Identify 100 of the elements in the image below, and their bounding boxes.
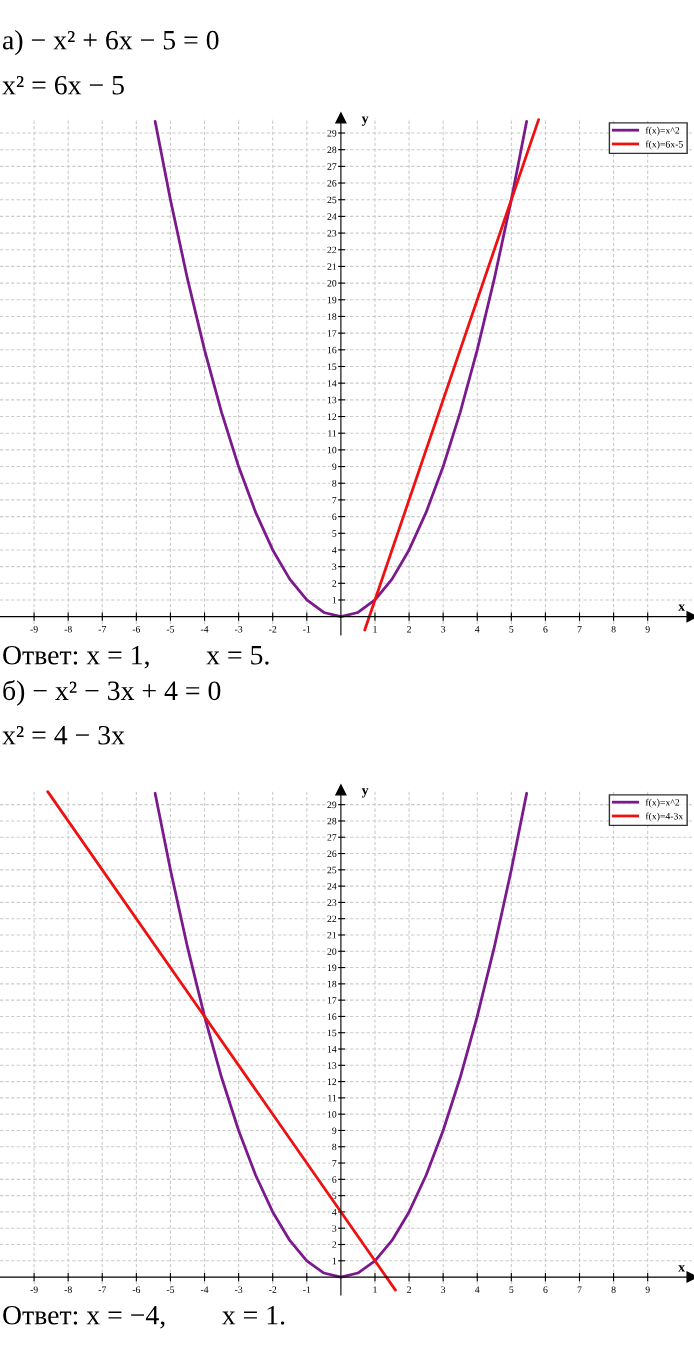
- y-tick-label: 27: [327, 834, 337, 841]
- y-tick-label: 12: [327, 1078, 337, 1085]
- y-tick-label: 20: [327, 948, 337, 955]
- x-tick-label: -7: [98, 626, 107, 633]
- x-tick-label: 2: [407, 1286, 411, 1293]
- x-tick-label: 3: [441, 1286, 446, 1293]
- y-tick-label: 3: [332, 563, 337, 571]
- x-tick-label: 5: [509, 626, 514, 633]
- y-tick-label: 24: [327, 883, 337, 890]
- x-tick-label: 9: [645, 625, 650, 633]
- y-tick-label: 6: [332, 1176, 337, 1183]
- x-tick-label: -2: [269, 625, 277, 633]
- legend-label: f(x)=4-3x: [645, 812, 684, 822]
- y-tick-label: 23: [327, 230, 337, 237]
- x-tick-label: -2: [269, 1286, 277, 1293]
- x-tick-label: -3: [234, 625, 243, 633]
- y-tick-label: 18: [327, 313, 337, 320]
- x-tick-label: 1: [373, 626, 377, 633]
- y-tick-label: 17: [327, 330, 337, 337]
- y-tick-label: 19: [327, 964, 337, 972]
- y-tick-label: 14: [327, 1045, 337, 1053]
- x-tick-label: -4: [200, 1286, 209, 1293]
- y-tick-label: 27: [327, 163, 337, 170]
- y-tick-label: 19: [327, 296, 337, 304]
- y-tick-label: 21: [327, 263, 337, 270]
- x-tick-label: -8: [64, 625, 72, 633]
- x-tick-label: 2: [407, 625, 411, 633]
- y-tick-label: 25: [327, 866, 337, 874]
- text: Ответ: x = −4, x = 1.: [3, 1305, 285, 1329]
- y-axis-title: y: [361, 788, 369, 798]
- x-tick-label: -6: [132, 1286, 141, 1293]
- x-tick-label: 6: [543, 1286, 548, 1293]
- x-tick-label: 8: [611, 1286, 616, 1293]
- legend-label: f(x)=x^2: [645, 126, 680, 136]
- y-tick-label: 23: [327, 899, 337, 906]
- y-tick-label: 8: [332, 1143, 337, 1151]
- y-tick-label: 4: [332, 1208, 337, 1216]
- y-tick-label: 2: [332, 580, 337, 587]
- x-tick-label: -4: [200, 626, 209, 633]
- x-tick-label: -9: [30, 625, 38, 633]
- y-tick-label: 29: [327, 129, 337, 137]
- x-tick-label: -6: [132, 625, 141, 633]
- y-tick-label: 20: [327, 280, 337, 287]
- chart-subtitle: x² = 6x − 5: [2, 75, 124, 95]
- legend-label: f(x)=6x-5: [645, 140, 683, 150]
- y-tick-label: 12: [327, 413, 337, 420]
- line-series: [46, 790, 397, 1292]
- x-axis-title: x: [678, 604, 686, 611]
- y-tick-label: 26: [327, 179, 337, 187]
- x-tick-label: 6: [543, 625, 548, 633]
- line-series: [363, 118, 540, 632]
- y-tick-label: 1: [332, 596, 337, 604]
- chart-subtitle: x² = 4 − 3x: [2, 725, 125, 745]
- x-tick-label: -1: [303, 1286, 311, 1293]
- x-tick-label: -8: [64, 1286, 72, 1293]
- y-tick-label: 14: [327, 380, 337, 387]
- y-tick-label: 22: [327, 246, 337, 254]
- y-tick-label: 18: [327, 980, 337, 988]
- y-tick-label: 7: [332, 496, 337, 504]
- legend-label: f(x)=x^2: [645, 798, 680, 808]
- y-tick-label: 3: [332, 1225, 337, 1232]
- y-tick-label: 28: [327, 817, 337, 825]
- x-tick-label: -5: [166, 626, 175, 633]
- x-tick-label: 9: [645, 1286, 650, 1293]
- y-tick-label: 8: [332, 480, 337, 487]
- x-tick-label: 8: [611, 625, 616, 633]
- y-tick-label: 4: [332, 546, 337, 554]
- y-tick-label: 7: [332, 1160, 337, 1167]
- y-tick-label: 13: [327, 1062, 337, 1069]
- y-tick-label: 5: [332, 530, 337, 537]
- y-tick-label: 9: [332, 1127, 337, 1134]
- x-tick-label: -5: [166, 1286, 175, 1293]
- y-axis-title: y: [361, 116, 369, 126]
- y-tick-label: 15: [327, 1029, 337, 1037]
- y-tick-label: 21: [327, 931, 337, 939]
- y-tick-label: 24: [327, 213, 337, 220]
- y-tick-label: 9: [332, 463, 337, 471]
- x-tick-label: -3: [234, 1286, 243, 1293]
- y-tick-label: 26: [327, 850, 337, 857]
- x-tick-label: -7: [98, 1286, 107, 1293]
- y-tick-label: 6: [332, 513, 337, 521]
- text: Ответ: x = 1, x = 5.: [3, 645, 269, 669]
- y-tick-label: 1: [332, 1257, 337, 1265]
- x-tick-label: 4: [475, 626, 480, 633]
- x-tick-label: 5: [509, 1286, 514, 1293]
- y-tick-label: 2: [332, 1241, 337, 1248]
- chart-title: б) − x² − 3x + 4 = 0: [3, 680, 221, 706]
- x-tick-label: -9: [30, 1286, 38, 1293]
- y-tick-label: 15: [327, 363, 337, 370]
- y-tick-label: 10: [327, 1111, 337, 1118]
- y-tick-label: 17: [327, 997, 337, 1004]
- chart-title: а) − x² + 6x − 5 = 0: [2, 30, 219, 56]
- x-tick-label: 4: [475, 1286, 480, 1293]
- x-tick-label: 1: [373, 1286, 377, 1293]
- y-tick-label: 13: [327, 396, 337, 404]
- y-tick-label: 16: [327, 346, 337, 354]
- y-tick-label: 10: [327, 446, 337, 454]
- x-axis-title: x: [678, 1265, 686, 1272]
- y-tick-label: 25: [327, 196, 337, 204]
- x-tick-label: 7: [577, 1286, 582, 1293]
